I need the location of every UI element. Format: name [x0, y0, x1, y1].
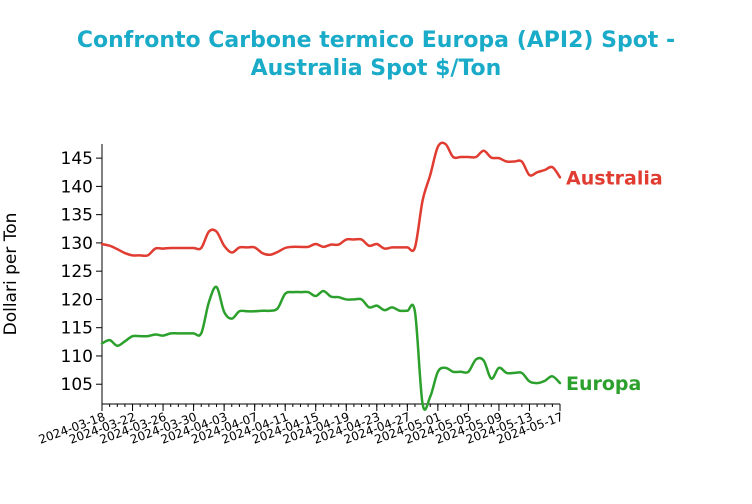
y-tick-label: 105	[61, 375, 93, 395]
y-tick-label: 125	[61, 262, 93, 282]
series-line-europa	[100, 285, 562, 411]
y-tick-label: 115	[61, 319, 93, 339]
series-line-australia	[100, 141, 562, 258]
y-tick-label: 140	[61, 177, 93, 197]
y-axis: 105 110 115 120 125 130 135 140 145	[61, 144, 103, 404]
y-tick-label: 110	[61, 347, 93, 367]
series-layer: Australia Europa	[100, 141, 663, 411]
chart-title-line-2: Australia Spot $/Ton	[251, 56, 502, 81]
y-axis-label: Dollari per Ton	[1, 213, 21, 336]
y-tick-label: 135	[61, 206, 93, 226]
chart-title-line-1: Confronto Carbone termico Europa (API2) …	[77, 28, 675, 53]
y-tick-label: 130	[61, 234, 93, 254]
series-label-europa: Europa	[566, 373, 641, 395]
y-tick-label: 145	[61, 149, 93, 169]
series-label-australia: Australia	[566, 167, 663, 189]
x-axis: 2024-03-182024-03-222024-03-262024-03-30…	[37, 403, 565, 447]
y-tick-label: 120	[61, 290, 93, 310]
